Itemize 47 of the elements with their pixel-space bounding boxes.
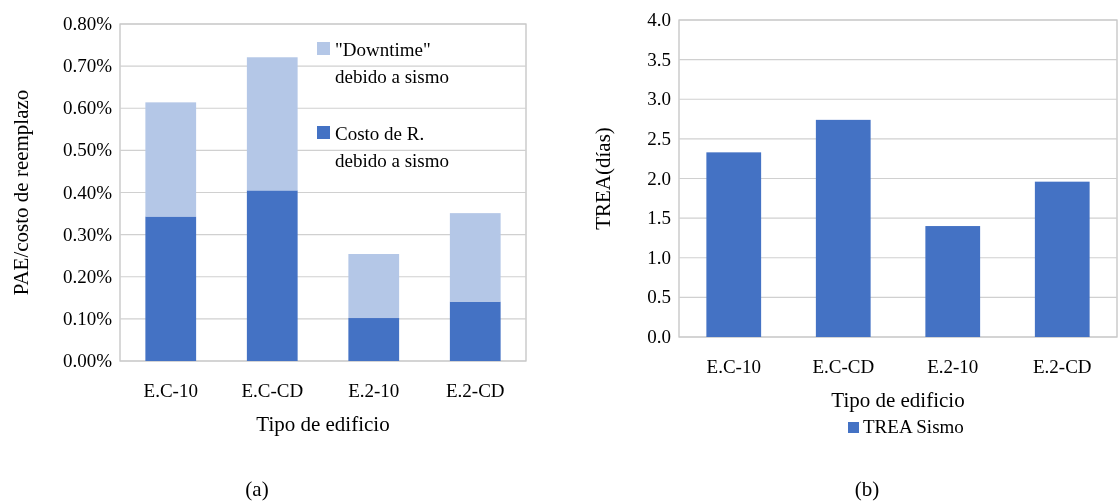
y-tick-label: 3.5 [647,48,671,70]
bar [706,152,762,337]
y-tick-label: 0.00% [62,350,113,371]
bar [348,318,400,361]
x-tick-label: E.2-CD [445,380,505,401]
y-tick-label: 0.30% [62,223,113,245]
text: (b) [854,477,880,501]
legend-label: "Downtime" debido a sismo [335,39,449,87]
bar [145,102,197,217]
y-tick-label: 0.10% [62,307,113,329]
y-tick-label: 3.0 [647,88,671,110]
y-tick-label: 1.0 [647,246,671,268]
y-axis-title: PAE/costo de reemplazo [9,89,33,296]
x-tick-label: E.2-10 [348,380,400,401]
x-tick-label: E.2-10 [927,356,979,377]
x-tick-label: E.C-10 [143,380,198,401]
y-tick-label: 0.20% [62,265,113,287]
y-tick-label: 2.0 [647,167,671,189]
y-tick-label: 0.0 [647,326,671,347]
y-tick-label: 0.40% [62,181,113,203]
x-axis-title: Tipo de edificio [831,388,965,412]
legend-label: TREA Sismo [863,416,964,437]
x-tick-label: E.C-CD [812,356,875,377]
y-tick-label: 1.5 [647,207,671,229]
bar [815,119,871,337]
x-tick-label: E.C-10 [706,356,761,377]
x-axis-title: Tipo de edificio [256,412,390,436]
y-tick-label: 2.5 [647,127,671,149]
y-tick-label: 0.80% [62,13,113,34]
bar [348,254,400,319]
y-tick-label: 4.0 [647,9,671,30]
text: (a) [245,477,269,501]
bar [246,190,298,361]
bar [449,213,501,302]
bar [246,57,298,191]
y-tick-label: 0.60% [62,97,113,119]
bar [449,301,501,361]
y-tick-label: 0.5 [647,286,671,308]
y-tick-label: 0.70% [62,55,113,77]
bar [1034,181,1090,337]
legend-label: Costo de R. debido a sismo [335,123,449,171]
x-tick-label: E.2-CD [1032,356,1092,377]
bar [145,216,197,361]
bar [925,226,981,337]
x-tick-label: E.C-CD [241,380,304,401]
y-axis-title: TREA(días) [591,127,615,230]
y-tick-label: 0.50% [62,139,113,161]
